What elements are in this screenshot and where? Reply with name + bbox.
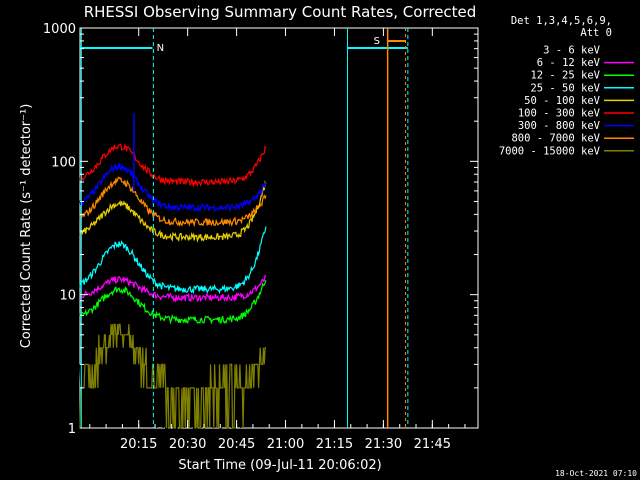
plot-area: N S 20:15 20:30 20:45 21:00 21:15 21:30 21:45 1 10… [43,22,479,452]
legend-label-3: 25 - 50 keV [530,82,600,94]
chart-title: RHESSI Observing Summary Count Rates, Co… [84,3,477,21]
plot-frame [79,27,479,429]
legend-label-1: 6 - 12 keV [537,57,601,69]
x-tick-label-0: 20:15 [120,437,157,452]
y-tick-label-0: 1 [68,422,76,437]
series-line-8 [79,323,266,429]
y-tick-label-1: 10 [59,289,76,304]
legend-label-7: 800 - 7000 keV [511,133,600,145]
footer-timestamp: 18-Oct-2021 07:10 [555,469,637,478]
annotation-s: S [374,36,380,47]
series-line-7 [79,176,267,228]
series-line-5 [79,143,267,188]
y-tick-label-3: 1000 [43,22,76,37]
x-tick-label-6: 21:45 [414,437,451,452]
y-tick-label-2: 100 [51,155,76,170]
x-tick-label-1: 20:30 [169,437,206,452]
legend-label-2: 12 - 25 keV [530,70,600,82]
x-axis-label: Start Time (09-Jul-11 20:06:02) [178,458,381,473]
series-line-3 [79,226,267,295]
x-tick-label-2: 20:45 [218,437,255,452]
legend-title-line-1: Att 0 [580,27,612,39]
series-line-4 [79,180,267,243]
x-tick-label-4: 21:15 [316,437,353,452]
legend-label-4: 50 - 100 keV [524,95,601,107]
legend-label-0: 3 - 6 keV [543,45,601,57]
legend-label-5: 100 - 300 keV [518,108,601,120]
x-tick-label-5: 21:30 [365,437,402,452]
y-axis-label: Corrected Count Rate (s⁻¹ detector⁻¹) [19,104,34,349]
series-line-6 [79,161,267,214]
annotation-n: N [157,43,164,54]
legend-title-line-0: Det 1,3,4,5,6,9, [511,15,612,27]
x-tick-label-3: 21:00 [267,437,304,452]
legend-label-6: 300 - 800 keV [518,120,601,132]
legend-label-8: 7000 - 15000 keV [499,145,601,157]
series-line-1 [79,274,267,303]
series-line-2 [79,279,267,325]
